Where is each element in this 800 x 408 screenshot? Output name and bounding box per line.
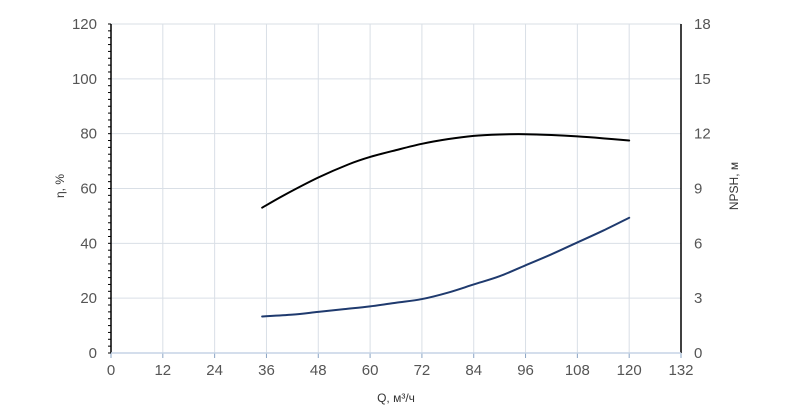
x-axis-title: Q, м³/ч	[377, 391, 415, 405]
series-line-1	[261, 133, 631, 209]
y-left-tick-label: 40	[80, 235, 97, 252]
x-tick-label: 48	[310, 362, 327, 379]
x-tick-label: 84	[465, 362, 482, 379]
tick-labels: 0 12 24 36 48 60 72 84 96 108 120 13202040608010012…	[72, 16, 711, 379]
x-tick-label: 12	[154, 362, 171, 379]
y-right-tick-label: 12	[694, 126, 711, 143]
x-tick-label: 72	[414, 362, 431, 379]
y-left-tick-label: 80	[80, 126, 97, 143]
x-tick-label: 36	[258, 362, 275, 379]
x-tick-label: 120	[617, 362, 642, 379]
x-tick-label: 0	[107, 362, 115, 379]
x-tick-label: 60	[362, 362, 379, 379]
data-series	[261, 133, 631, 318]
x-tick-label: 24	[206, 362, 223, 379]
y-left-tick-label: 60	[80, 181, 97, 198]
axes	[108, 23, 682, 358]
y-left-axis-title: η, %	[53, 174, 67, 198]
y-right-tick-label: 6	[694, 235, 702, 252]
y-right-tick-label: 3	[694, 290, 702, 307]
y-left-tick-label: 100	[72, 71, 97, 88]
y-left-tick-label: 20	[80, 290, 97, 307]
x-tick-label: 132	[668, 362, 693, 379]
y-right-axis-title: NPSH, м	[727, 162, 741, 210]
y-right-tick-label: 15	[694, 71, 711, 88]
grid-lines	[111, 23, 681, 353]
y-right-tick-label: 18	[694, 16, 711, 33]
y-right-tick-label: 9	[694, 181, 702, 198]
x-tick-label: 108	[565, 362, 590, 379]
x-tick-label: 96	[517, 362, 534, 379]
y-right-tick-label: 0	[694, 345, 702, 362]
y-left-tick-label: 120	[72, 16, 97, 33]
series-line-2	[261, 216, 631, 318]
y-left-tick-label: 0	[89, 345, 97, 362]
